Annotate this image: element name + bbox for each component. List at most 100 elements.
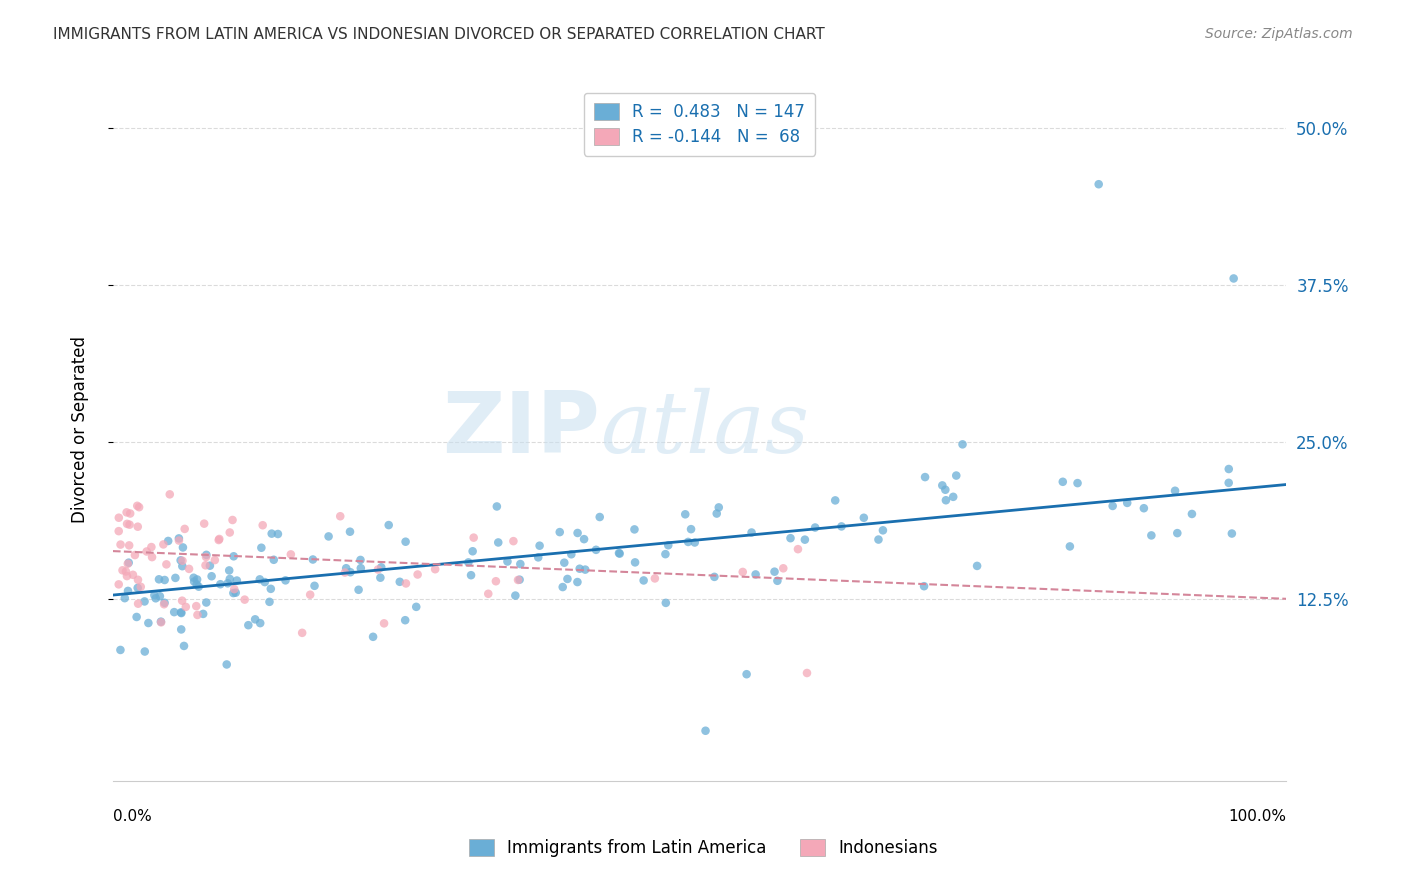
Point xyxy=(110,538,132,552)
Point xyxy=(167,533,190,548)
Point xyxy=(138,615,160,630)
Y-axis label: Divorced or Separated: Divorced or Separated xyxy=(72,335,89,523)
Point xyxy=(935,493,957,508)
Point xyxy=(496,554,519,568)
Point xyxy=(195,549,218,564)
Point xyxy=(367,562,389,576)
Point xyxy=(195,548,218,562)
Point xyxy=(167,532,190,546)
Point xyxy=(183,574,205,589)
Point xyxy=(224,582,246,596)
Point xyxy=(394,534,416,549)
Point xyxy=(233,592,256,607)
Point xyxy=(125,610,148,624)
Point xyxy=(165,571,187,585)
Point xyxy=(174,599,197,614)
Point xyxy=(134,644,156,658)
Point xyxy=(505,589,527,603)
Point xyxy=(779,531,801,545)
Point xyxy=(361,630,384,644)
Point xyxy=(703,570,725,584)
Point xyxy=(118,556,141,570)
Point xyxy=(107,524,129,538)
Point xyxy=(872,524,894,538)
Text: ZIP: ZIP xyxy=(441,388,600,471)
Point xyxy=(1116,496,1139,510)
Point xyxy=(347,582,370,597)
Point xyxy=(177,562,200,576)
Point xyxy=(249,573,271,587)
Point xyxy=(388,574,411,589)
Point xyxy=(1066,476,1088,491)
Point xyxy=(107,577,129,591)
Point xyxy=(370,571,392,585)
Point xyxy=(787,542,810,557)
Point xyxy=(186,599,208,614)
Point xyxy=(318,529,340,543)
Point xyxy=(655,596,678,610)
Point xyxy=(804,520,827,534)
Point xyxy=(191,607,214,621)
Text: 0.0%: 0.0% xyxy=(112,809,152,824)
Point xyxy=(572,532,595,546)
Point xyxy=(209,577,232,591)
Point xyxy=(127,581,149,595)
Point xyxy=(350,561,373,575)
Point xyxy=(395,576,418,591)
Point xyxy=(589,510,612,524)
Point xyxy=(186,573,208,587)
Point xyxy=(149,589,172,603)
Point xyxy=(159,487,181,501)
Point xyxy=(506,573,529,587)
Point xyxy=(568,562,591,576)
Point xyxy=(260,582,283,596)
Point xyxy=(225,585,247,599)
Point xyxy=(676,535,699,549)
Point xyxy=(114,591,136,606)
Point xyxy=(187,580,209,594)
Point xyxy=(1218,475,1240,490)
Point xyxy=(485,574,508,589)
Point xyxy=(218,525,240,540)
Point xyxy=(252,518,274,533)
Point xyxy=(127,519,149,533)
Point xyxy=(551,580,574,594)
Text: atlas: atlas xyxy=(600,388,808,471)
Point xyxy=(110,643,132,657)
Point xyxy=(333,566,356,580)
Point xyxy=(170,606,193,620)
Point xyxy=(744,567,766,582)
Point xyxy=(141,550,163,565)
Point xyxy=(633,574,655,588)
Point xyxy=(204,553,226,567)
Text: IMMIGRANTS FROM LATIN AMERICA VS INDONESIAN DIVORCED OR SEPARATED CORRELATION CH: IMMIGRANTS FROM LATIN AMERICA VS INDONES… xyxy=(53,27,825,42)
Point xyxy=(150,615,173,630)
Point xyxy=(222,549,245,564)
Legend: Immigrants from Latin America, Indonesians: Immigrants from Latin America, Indonesia… xyxy=(460,831,946,866)
Point xyxy=(198,558,221,573)
Point xyxy=(120,507,142,521)
Point xyxy=(1181,507,1204,521)
Point xyxy=(477,587,499,601)
Point xyxy=(405,599,427,614)
Point xyxy=(173,639,195,653)
Point xyxy=(695,723,717,738)
Point xyxy=(145,591,167,606)
Point xyxy=(574,563,596,577)
Point xyxy=(852,510,875,524)
Point xyxy=(673,508,696,522)
Point xyxy=(560,547,582,561)
Point xyxy=(373,616,395,631)
Point xyxy=(681,522,703,536)
Point xyxy=(263,553,285,567)
Point xyxy=(250,541,273,555)
Point xyxy=(339,566,361,580)
Point xyxy=(623,523,645,537)
Point xyxy=(329,509,352,524)
Point xyxy=(127,499,149,513)
Point xyxy=(218,572,240,586)
Point xyxy=(127,573,149,587)
Point xyxy=(195,595,218,609)
Point xyxy=(259,595,281,609)
Point xyxy=(129,580,152,594)
